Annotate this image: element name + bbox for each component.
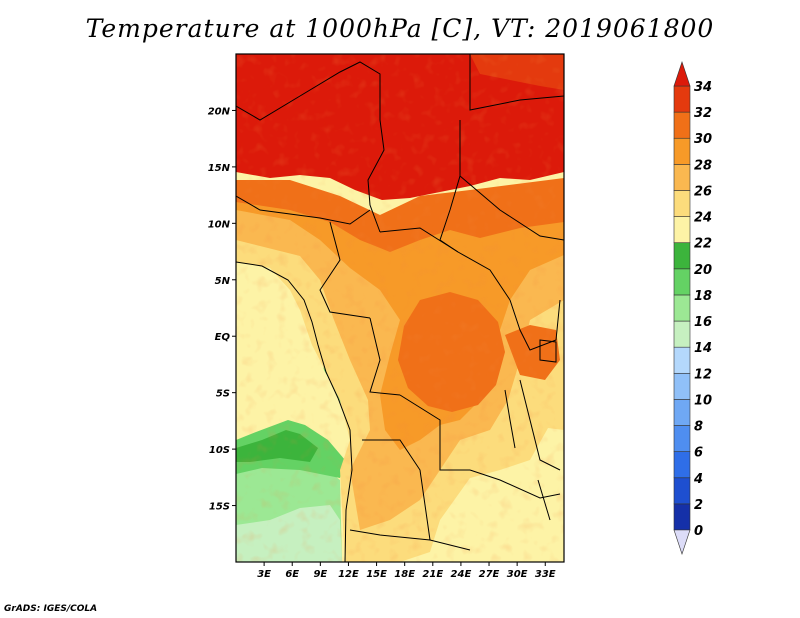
colorbar-box bbox=[673, 346, 691, 374]
lake-malawi bbox=[537, 479, 551, 521]
border-tanzania bbox=[519, 379, 561, 471]
field-texture bbox=[236, 54, 564, 562]
temperature-field bbox=[236, 54, 564, 562]
lon-tick-label: 3E bbox=[257, 569, 271, 580]
lat-tick-label: 15S bbox=[209, 502, 230, 513]
colorbar-box bbox=[673, 451, 691, 479]
border-namibia bbox=[349, 529, 471, 551]
colorbar-label: 0 bbox=[694, 524, 703, 539]
colorbar-box bbox=[673, 242, 691, 270]
colorbar-box bbox=[673, 425, 691, 452]
coastlines-borders bbox=[236, 54, 564, 562]
colorbar-box bbox=[673, 399, 691, 426]
lon-tick-label: 30E bbox=[507, 569, 528, 580]
colorbar-box bbox=[673, 477, 691, 505]
colorbar-box bbox=[673, 190, 691, 217]
lake-tanganyika bbox=[504, 389, 516, 449]
border-car bbox=[379, 227, 511, 301]
colorbar-label: 2 bbox=[694, 498, 703, 513]
colorbar-box bbox=[673, 85, 691, 113]
colorbar-label: 26 bbox=[694, 184, 712, 199]
colorbar-box bbox=[673, 268, 691, 296]
border-niger-nigeria bbox=[236, 195, 371, 225]
lon-tick-label: 33E bbox=[535, 569, 556, 580]
border-uganda bbox=[509, 299, 561, 351]
colorbar-over-triangle bbox=[673, 61, 691, 87]
colorbar-box bbox=[673, 216, 691, 244]
latitude-axis: 20N 15N 10N 5N EQ 5S 10S 15S bbox=[208, 106, 236, 513]
lon-tick-label: 12E bbox=[338, 569, 359, 580]
colorbar-box bbox=[673, 164, 691, 191]
lat-tick-label: 10S bbox=[209, 445, 230, 456]
border-sudan-south bbox=[459, 175, 564, 241]
colorbar-box bbox=[673, 320, 691, 348]
lat-tick-label: EQ bbox=[215, 332, 231, 343]
colorbar-label: 34 bbox=[694, 80, 712, 95]
colorbar-under-triangle bbox=[673, 529, 691, 555]
colorbar-box bbox=[673, 111, 691, 139]
lon-tick-label: 9E bbox=[313, 569, 327, 580]
map-frame bbox=[235, 53, 565, 563]
colorbar-box bbox=[673, 372, 691, 400]
border-libya-niger bbox=[236, 61, 381, 121]
colorbar-label: 32 bbox=[694, 106, 712, 121]
colorbar-label: 16 bbox=[694, 315, 712, 330]
lon-tick-label: 15E bbox=[366, 569, 387, 580]
lon-tick-label: 6E bbox=[285, 569, 299, 580]
colorbar-label: 24 bbox=[694, 211, 712, 226]
colorbar-label: 8 bbox=[694, 420, 703, 435]
lat-tick-label: 15N bbox=[208, 163, 231, 174]
colorbar-label: 14 bbox=[694, 341, 712, 356]
colorbar-label: 18 bbox=[694, 289, 712, 304]
colorbar-label: 28 bbox=[694, 158, 712, 173]
colorbar-label: 12 bbox=[694, 367, 712, 382]
credit-label: GrADS: IGES/COLA bbox=[4, 604, 98, 614]
colorbar-label: 20 bbox=[694, 263, 712, 278]
lat-tick-label: 10N bbox=[208, 219, 231, 230]
border-angola bbox=[362, 439, 431, 541]
border-cameroon bbox=[319, 221, 371, 319]
lon-tick-label: 21E bbox=[422, 569, 443, 580]
border-drc-south bbox=[399, 394, 470, 471]
border-congo bbox=[369, 317, 401, 396]
lat-tick-label: 20N bbox=[208, 106, 231, 117]
colorbar-label: 30 bbox=[694, 132, 712, 147]
border-libya-egypt bbox=[469, 54, 564, 111]
longitude-axis: 3E 6E 9E 12E 15E 18E 21E 24E 27E 30E 33E bbox=[257, 562, 556, 580]
colorbar-box bbox=[673, 137, 691, 165]
lat-tick-label: 5S bbox=[216, 389, 230, 400]
colorbar-box bbox=[673, 503, 691, 531]
coastline bbox=[236, 261, 353, 562]
lat-tick-label: 5N bbox=[215, 276, 231, 287]
colorbar-box bbox=[673, 294, 691, 322]
colorbar-label: 22 bbox=[694, 237, 712, 252]
lon-tick-label: 27E bbox=[479, 569, 500, 580]
plot-title: Temperature at 1000hPa [C], VT: 20190618… bbox=[85, 14, 715, 43]
lon-tick-label: 18E bbox=[394, 569, 415, 580]
border-chad-west bbox=[367, 119, 385, 233]
border-zambia bbox=[469, 469, 561, 499]
colorbar-label: 4 bbox=[693, 472, 703, 487]
colorbar-label: 10 bbox=[694, 393, 712, 408]
lake-victoria bbox=[539, 339, 557, 363]
colorbar-label: 6 bbox=[694, 446, 703, 461]
lon-tick-label: 24E bbox=[451, 569, 472, 580]
